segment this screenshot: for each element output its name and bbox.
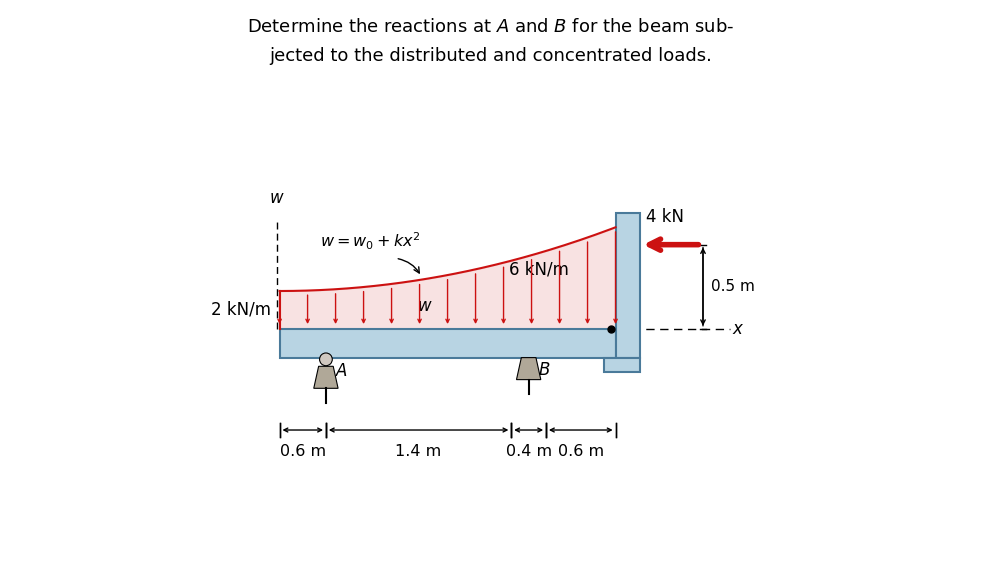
Bar (616, 213, 640, 357)
Text: 0.6 m: 0.6 m (280, 445, 326, 460)
Text: $w = w_0 + kx^2$: $w = w_0 + kx^2$ (320, 231, 420, 253)
Text: Determine the reactions at $A$ and $B$ for the beam sub-: Determine the reactions at $A$ and $B$ f… (247, 19, 735, 37)
Text: 2 kN/m: 2 kN/m (211, 301, 271, 319)
Text: 6 kN/m: 6 kN/m (510, 260, 570, 278)
Text: 0.6 m: 0.6 m (558, 445, 604, 460)
Text: $w$: $w$ (416, 297, 432, 315)
Text: $x$: $x$ (732, 320, 744, 338)
Bar (280, 329, 616, 357)
Polygon shape (314, 366, 338, 388)
Text: 4 kN: 4 kN (646, 208, 683, 226)
Polygon shape (517, 357, 541, 379)
Text: 1.4 m: 1.4 m (396, 445, 442, 460)
Text: $w$: $w$ (269, 189, 285, 207)
Text: $B$: $B$ (538, 360, 550, 378)
Circle shape (319, 353, 332, 365)
Text: 0.4 m: 0.4 m (506, 445, 552, 460)
Text: 0.5 m: 0.5 m (711, 279, 754, 294)
Text: jected to the distributed and concentrated loads.: jected to the distributed and concentrat… (270, 47, 712, 65)
Text: $A$: $A$ (335, 362, 349, 380)
Bar (604, 357, 640, 372)
